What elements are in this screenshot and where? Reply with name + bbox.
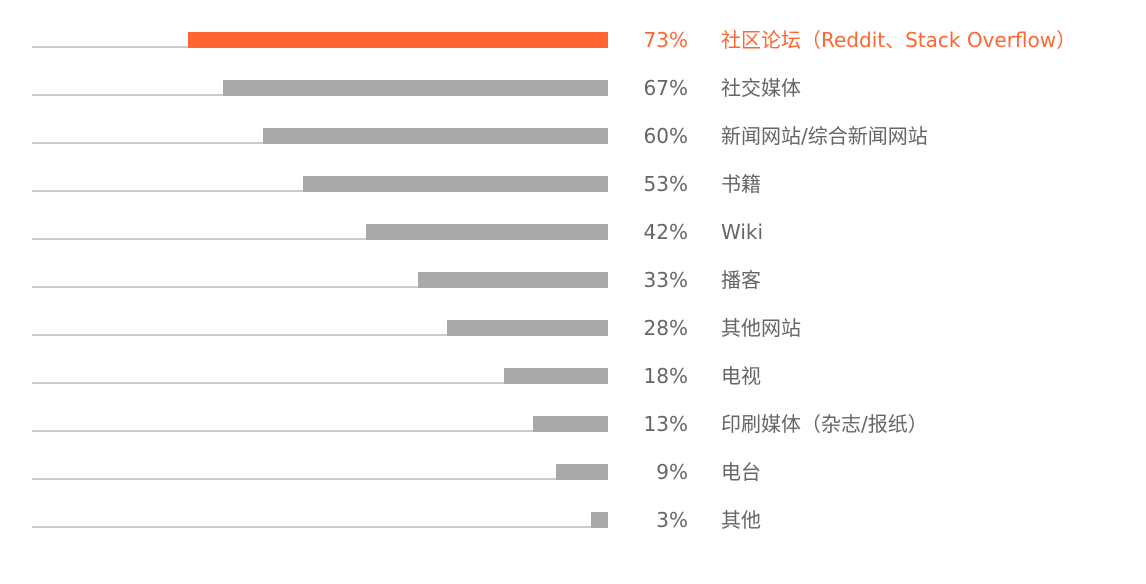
value-label: 33% [643,268,688,292]
value-label: 67% [643,76,688,100]
category-label: 社交媒体 [721,76,801,100]
value-label: 60% [643,124,688,148]
bar-track [32,430,533,432]
value-label: 3% [656,508,688,532]
bar [303,176,608,192]
category-label: 其他网站 [721,316,801,340]
category-label: 印刷媒体（杂志/报纸） [721,412,928,436]
chart-row: 33% 播客 [0,268,1146,320]
bar-track [32,190,303,192]
bar-track [32,286,418,288]
chart-row: 42% Wiki [0,220,1146,272]
bar [188,32,608,48]
bar-track [32,382,504,384]
bar-track [32,238,366,240]
bar [366,224,608,240]
bar [263,128,608,144]
bar-track [32,94,223,96]
category-label: 其他 [721,508,761,532]
bar [223,80,608,96]
chart-row: 9% 电台 [0,460,1146,512]
bar-track [32,526,591,528]
value-label: 42% [643,220,688,244]
value-label: 9% [656,460,688,484]
category-label: 播客 [721,268,761,292]
value-label: 73% [643,28,688,52]
bar [556,464,608,480]
bar-track [32,142,263,144]
category-label: 社区论坛（Reddit、Stack Overflow） [721,28,1077,52]
chart-row: 28% 其他网站 [0,316,1146,368]
bar [418,272,608,288]
bar [591,512,608,528]
chart-row: 67% 社交媒体 [0,76,1146,128]
chart-row: 73% 社区论坛（Reddit、Stack Overflow） [0,28,1146,80]
category-label: Wiki [721,220,764,244]
bar [447,320,608,336]
chart-row: 60% 新闻网站/综合新闻网站 [0,124,1146,176]
category-label: 电台 [721,460,761,484]
bar-track [32,46,188,48]
value-label: 18% [643,364,688,388]
bar-track [32,334,447,336]
value-label: 28% [643,316,688,340]
chart-row: 18% 电视 [0,364,1146,416]
bar-track [32,478,556,480]
category-label: 新闻网站/综合新闻网站 [721,124,928,148]
bar [504,368,608,384]
category-label: 电视 [721,364,761,388]
chart-row: 53% 书籍 [0,172,1146,224]
category-label: 书籍 [721,172,761,196]
chart-row: 3% 其他 [0,508,1146,560]
value-label: 13% [643,412,688,436]
bar [533,416,608,432]
chart-row: 13% 印刷媒体（杂志/报纸） [0,412,1146,464]
value-label: 53% [643,172,688,196]
